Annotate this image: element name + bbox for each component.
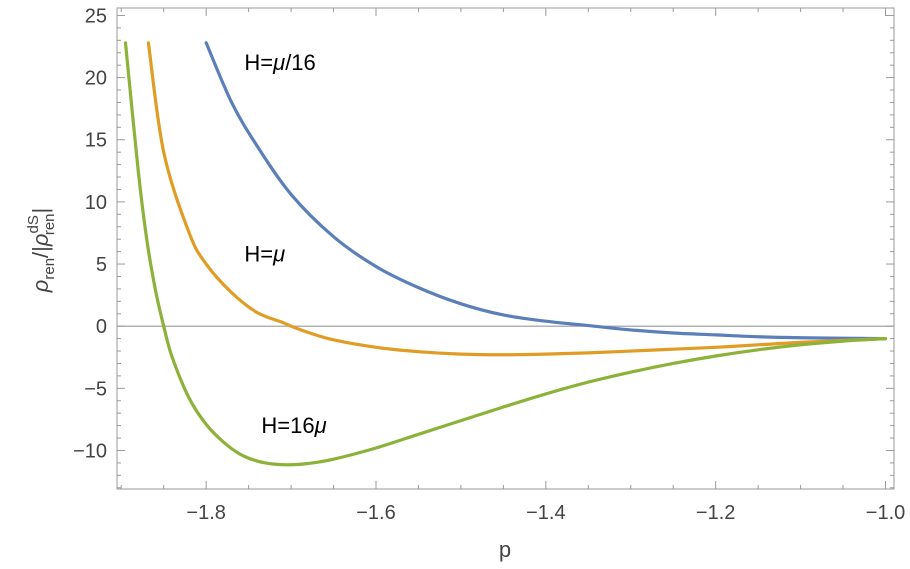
series-layer	[123, 41, 888, 467]
y-tick-label: 20	[85, 68, 107, 90]
series-line-3	[123, 41, 888, 467]
y-label-separator: /|	[28, 246, 53, 258]
series-line-2	[146, 41, 888, 357]
y-label-close: |	[28, 208, 53, 214]
x-axis-label: p	[499, 537, 511, 562]
x-tick-label: −1.4	[526, 502, 565, 524]
y-label-sub-ren: ren	[41, 258, 58, 280]
y-tick-label: 15	[85, 130, 107, 152]
y-tick-label: 5	[96, 254, 107, 276]
y-label-sup-ds: dS	[25, 215, 42, 233]
y-label-rho-ds: ρ	[28, 234, 53, 248]
x-tick-label: −1.0	[866, 502, 905, 524]
series-annotation-3: H=16μ	[261, 413, 326, 438]
annotation-layer: H=μ/16 H=μ H=16μ	[244, 50, 326, 438]
y-tick-label: −10	[73, 440, 107, 462]
series-annotation-2: H=μ	[244, 242, 285, 267]
series-line-1	[204, 41, 888, 341]
y-tick-label: 25	[85, 5, 107, 27]
y-label-sub-ren-ds: ren	[41, 213, 58, 235]
x-tick-label: −1.8	[186, 502, 225, 524]
y-tick-label: 10	[85, 192, 107, 214]
y-tick-label: −5	[84, 378, 107, 400]
y-axis-ticks: −10 −5 0 5 10 15 20 25	[73, 5, 894, 489]
series-annotation-1: H=μ/16	[244, 50, 315, 75]
y-axis-label: ρren/|ρdSren|	[25, 208, 58, 294]
plot-frame	[116, 7, 895, 490]
x-tick-label: −1.6	[356, 502, 395, 524]
y-tick-label: 0	[96, 316, 107, 338]
x-tick-label: −1.2	[696, 502, 735, 524]
svg-text:ρren/|ρdSren|: ρren/|ρdSren|	[25, 208, 58, 294]
y-label-rho: ρ	[28, 280, 53, 294]
x-axis-ticks: −1.8 −1.6 −1.4 −1.2 −1.0	[120, 8, 905, 524]
